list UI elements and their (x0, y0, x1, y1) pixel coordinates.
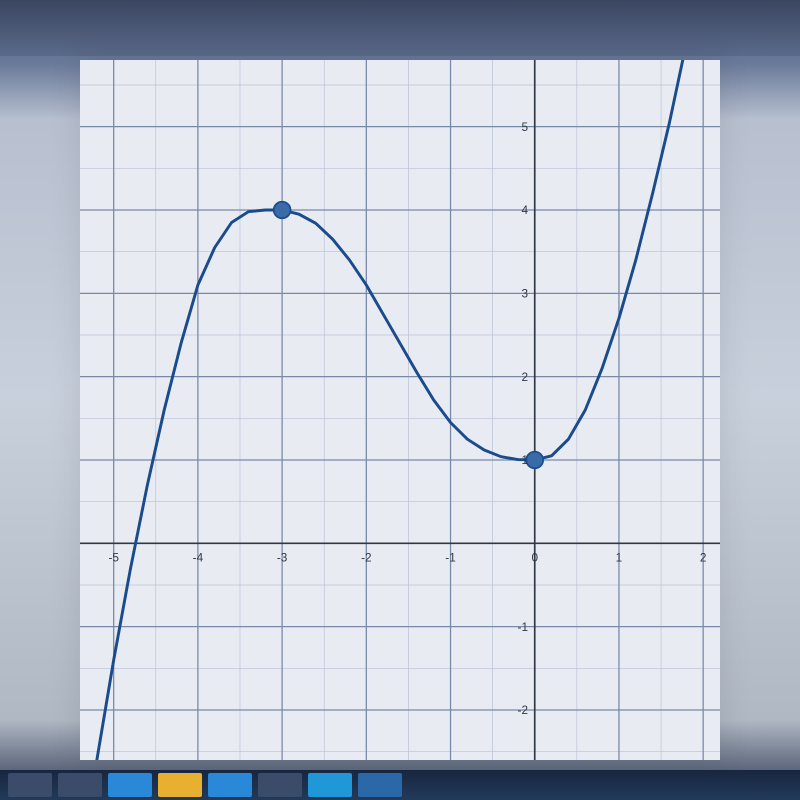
x-tick-label: -5 (108, 552, 119, 565)
y-tick-label: 2 (521, 371, 528, 384)
x-tick-label: 0 (531, 552, 538, 565)
taskbar-item-3[interactable] (158, 773, 202, 797)
browser-top-bar (0, 0, 800, 56)
taskbar-item-6[interactable] (308, 773, 352, 797)
y-tick-label: 3 (521, 288, 528, 301)
x-tick-label: -3 (277, 552, 287, 565)
chart-svg: -5 -4 -3 -2 -1 0 1 2 -2 -1 1 2 3 4 5 (80, 60, 720, 760)
taskbar-item-7[interactable] (358, 773, 402, 797)
taskbar-item-0[interactable] (8, 773, 52, 797)
taskbar-item-4[interactable] (208, 773, 252, 797)
marker-point-1 (526, 452, 543, 469)
x-tick-label: -2 (361, 552, 371, 565)
x-tick-label: -1 (445, 552, 455, 565)
taskbar (0, 770, 800, 800)
chart-container: -5 -4 -3 -2 -1 0 1 2 -2 -1 1 2 3 4 5 (80, 60, 720, 760)
taskbar-item-5[interactable] (258, 773, 302, 797)
y-tick-label: 5 (521, 121, 528, 134)
y-tick-label: 1 (521, 454, 528, 467)
x-tick-label: -4 (193, 552, 204, 565)
screen: -5 -4 -3 -2 -1 0 1 2 -2 -1 1 2 3 4 5 (0, 0, 800, 800)
x-tick-label: 2 (700, 552, 707, 565)
y-tick-label: 4 (521, 204, 528, 217)
taskbar-item-2[interactable] (108, 773, 152, 797)
y-tick-label: -2 (518, 704, 528, 717)
y-tick-label: -1 (518, 621, 528, 634)
marker-point-0 (274, 202, 291, 219)
x-tick-label: 1 (616, 552, 623, 565)
taskbar-item-1[interactable] (58, 773, 102, 797)
